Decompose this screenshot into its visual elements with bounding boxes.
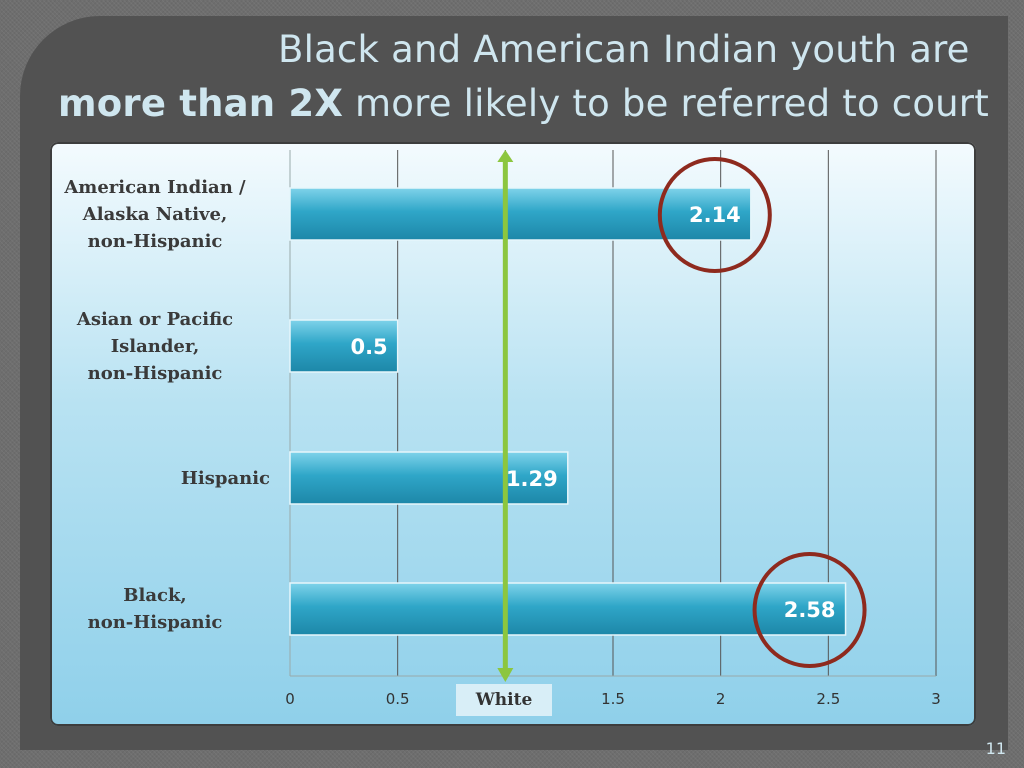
page-number: 11: [985, 739, 1006, 758]
bar: [289, 319, 399, 373]
reference-label-white: White: [456, 684, 552, 716]
value-label: 0.5: [350, 335, 387, 359]
x-tick-label: 1.5: [601, 690, 625, 708]
title-rest: more likely to be referred to court: [343, 82, 989, 125]
value-label: 1.29: [506, 467, 558, 491]
x-tick-label: 2.5: [816, 690, 841, 708]
category-label-line: Hispanic: [180, 467, 270, 489]
slide-title-line-2: more than 2X more likely to be referred …: [58, 82, 989, 125]
value-label: 2.14: [689, 203, 741, 227]
highlight-circle: [752, 552, 867, 668]
bar: [289, 187, 752, 241]
category-label-line: Black,: [123, 585, 187, 606]
reference-arrow-up: [497, 150, 514, 162]
bar: [289, 582, 847, 636]
category-label: American Indian / Alaska Native, non-Hispa…: [40, 174, 270, 255]
category-label-line: non-Hispanic: [87, 230, 223, 252]
bar: [289, 451, 569, 505]
reference-arrow-down: [497, 668, 514, 682]
title-emphasis: more than 2X: [58, 82, 344, 125]
value-label: 2.58: [784, 598, 836, 622]
category-label-line: non-Hispanic: [87, 612, 223, 633]
highlight-circle: [657, 157, 772, 273]
x-tick-label: 2: [715, 690, 726, 708]
category-label-line: Alaska Native,: [82, 203, 228, 225]
category-label-line: Asian or Pacific: [76, 308, 234, 330]
category-label: Asian or Pacific Islander, non-Hispanic: [40, 306, 270, 387]
x-tick-label: 3: [931, 690, 941, 708]
x-tick-label: 0.5: [385, 690, 410, 708]
category-label-line: American Indian /: [64, 176, 246, 198]
category-label-line: non-Hispanic: [87, 362, 223, 384]
x-tick-label: 0: [285, 690, 295, 708]
slide-title-line-1: Black and American Indian youth are: [278, 28, 970, 71]
category-label: Hispanic: [40, 465, 270, 492]
category-label-line: Islander,: [110, 335, 200, 357]
category-label: Black, non-Hispanic: [40, 582, 270, 636]
